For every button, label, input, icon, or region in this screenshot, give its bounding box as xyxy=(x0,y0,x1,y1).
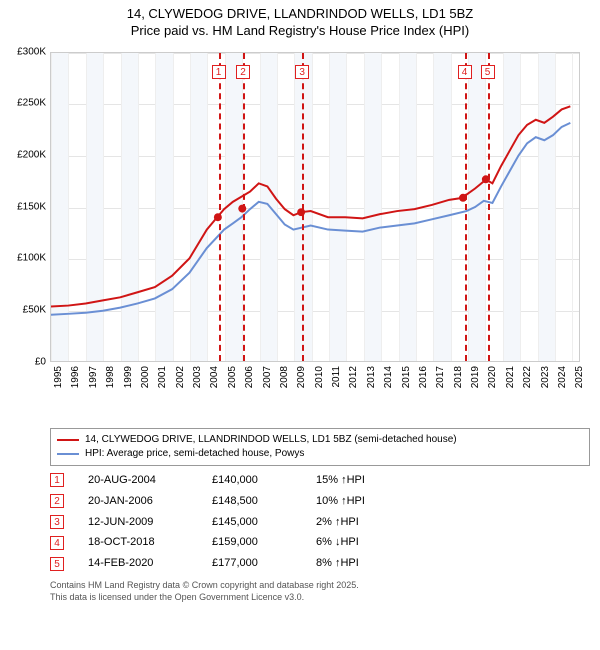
x-tick-label: 2006 xyxy=(244,366,255,388)
x-tick-label: 1995 xyxy=(53,366,64,388)
legend-label-property: 14, CLYWEDOG DRIVE, LLANDRINDOD WELLS, L… xyxy=(85,433,457,447)
event-num: 5 xyxy=(50,557,64,571)
event-num: 1 xyxy=(50,473,64,487)
event-line xyxy=(302,53,304,361)
event-row: 1 20-AUG-2004 £140,000 15% xyxy=(50,470,590,491)
x-tick-label: 2005 xyxy=(227,366,238,388)
event-line xyxy=(243,53,245,361)
series-property xyxy=(51,106,570,306)
event-row: 4 18-OCT-2018 £159,000 6% xyxy=(50,532,590,553)
y-tick-label: £200K xyxy=(17,150,46,161)
x-tick-label: 2020 xyxy=(487,366,498,388)
x-tick-label: 2000 xyxy=(140,366,151,388)
event-line xyxy=(488,53,490,361)
event-date: 14-FEB-2020 xyxy=(88,553,188,574)
event-delta: 8% xyxy=(316,553,406,574)
legend-label-hpi: HPI: Average price, semi-detached house,… xyxy=(85,447,304,461)
event-row: 2 20-JAN-2006 £148,500 10% xyxy=(50,491,590,512)
event-price: £148,500 xyxy=(212,491,292,512)
event-price: £159,000 xyxy=(212,532,292,553)
title-line-1: 14, CLYWEDOG DRIVE, LLANDRINDOD WELLS, L… xyxy=(0,6,600,23)
event-delta: 10% xyxy=(316,491,406,512)
event-num: 4 xyxy=(50,536,64,550)
legend-item-hpi: HPI: Average price, semi-detached house,… xyxy=(57,447,583,461)
x-tick-label: 2018 xyxy=(453,366,464,388)
y-tick-label: £50K xyxy=(23,305,46,316)
event-date: 18-OCT-2018 xyxy=(88,532,188,553)
legend: 14, CLYWEDOG DRIVE, LLANDRINDOD WELLS, L… xyxy=(50,428,590,466)
y-tick-label: £0 xyxy=(35,356,46,367)
x-axis: 1995 1996 1997 1998 1999 2000 2001 2002 2003 2004… xyxy=(50,364,580,414)
event-marker-1: 1 xyxy=(212,65,226,79)
event-marker-3: 3 xyxy=(295,65,309,79)
x-tick-label: 2019 xyxy=(470,366,481,388)
x-tick-label: 1998 xyxy=(105,366,116,388)
y-tick-label: £100K xyxy=(17,253,46,264)
x-tick-label: 2003 xyxy=(192,366,203,388)
y-tick-label: £300K xyxy=(17,46,46,57)
x-tick-label: 2011 xyxy=(331,366,342,388)
legend-item-property: 14, CLYWEDOG DRIVE, LLANDRINDOD WELLS, L… xyxy=(57,433,583,447)
legend-swatch-hpi xyxy=(57,453,79,455)
x-tick-label: 2007 xyxy=(262,366,273,388)
x-tick-label: 1997 xyxy=(88,366,99,388)
event-num: 3 xyxy=(50,515,64,529)
y-tick-label: £150K xyxy=(17,201,46,212)
x-tick-label: 2017 xyxy=(435,366,446,388)
event-price: £145,000 xyxy=(212,512,292,533)
event-marker-5: 5 xyxy=(481,65,495,79)
event-num: 2 xyxy=(50,494,64,508)
title-block: 14, CLYWEDOG DRIVE, LLANDRINDOD WELLS, L… xyxy=(0,0,600,42)
x-tick-label: 2025 xyxy=(574,366,585,388)
event-delta: 15% xyxy=(316,470,406,491)
event-delta: 2% xyxy=(316,512,406,533)
event-marker-2: 2 xyxy=(236,65,250,79)
event-row: 3 12-JUN-2009 £145,000 2% xyxy=(50,512,590,533)
x-tick-label: 2014 xyxy=(383,366,394,388)
x-tick-label: 2021 xyxy=(505,366,516,388)
x-tick-label: 2004 xyxy=(209,366,220,388)
plot-area: 12 3 45 xyxy=(50,52,580,362)
x-tick-label: 2023 xyxy=(540,366,551,388)
footer-line-2: This data is licensed under the Open Gov… xyxy=(50,592,590,604)
event-delta: 6% xyxy=(316,532,406,553)
event-date: 20-AUG-2004 xyxy=(88,470,188,491)
x-tick-label: 2002 xyxy=(175,366,186,388)
title-line-2: Price paid vs. HM Land Registry's House … xyxy=(0,23,600,40)
event-line xyxy=(219,53,221,361)
event-date: 12-JUN-2009 xyxy=(88,512,188,533)
x-tick-label: 2024 xyxy=(557,366,568,388)
series-hpi xyxy=(51,123,570,315)
x-tick-label: 1999 xyxy=(123,366,134,388)
chart: £0 £50K £100K £150K £200K £250K £300K 12 3 45 19… xyxy=(10,42,590,422)
x-tick-label: 2010 xyxy=(314,366,325,388)
x-tick-label: 2015 xyxy=(401,366,412,388)
footer-line-1: Contains HM Land Registry data © Crown c… xyxy=(50,580,590,592)
event-price: £140,000 xyxy=(212,470,292,491)
y-axis: £0£50K£100K£150K£200K£250K£300K xyxy=(10,52,48,362)
event-price: £177,000 xyxy=(212,553,292,574)
event-row: 5 14-FEB-2020 £177,000 8% xyxy=(50,553,590,574)
x-tick-label: 2016 xyxy=(418,366,429,388)
x-tick-label: 1996 xyxy=(70,366,81,388)
x-tick-label: 2001 xyxy=(157,366,168,388)
y-tick-label: £250K xyxy=(17,98,46,109)
chart-lines xyxy=(51,53,579,361)
legend-swatch-property xyxy=(57,439,79,441)
x-tick-label: 2008 xyxy=(279,366,290,388)
footer: Contains HM Land Registry data © Crown c… xyxy=(50,580,590,603)
x-tick-label: 2009 xyxy=(296,366,307,388)
events-table: 1 20-AUG-2004 £140,000 15% 2 20-JAN-2006 £148,… xyxy=(50,470,590,574)
x-tick-label: 2013 xyxy=(366,366,377,388)
event-marker-4: 4 xyxy=(458,65,472,79)
x-tick-label: 2022 xyxy=(522,366,533,388)
event-date: 20-JAN-2006 xyxy=(88,491,188,512)
event-line xyxy=(465,53,467,361)
x-tick-label: 2012 xyxy=(348,366,359,388)
